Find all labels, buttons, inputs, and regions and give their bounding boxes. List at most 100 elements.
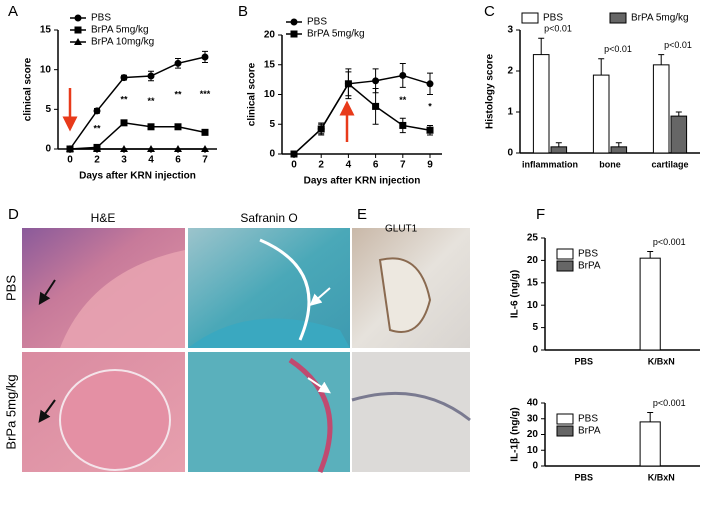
x-tick-label: PBS	[574, 356, 593, 366]
marker	[372, 77, 380, 85]
legend-label: PBS	[543, 13, 563, 24]
annotation: p<0.01	[604, 44, 632, 54]
y-tick-label: 10	[527, 445, 539, 456]
y-axis-label: IL-6 (ng/g)	[510, 270, 521, 318]
y-tick-label: 5	[45, 104, 51, 115]
y-tick-label: 5	[532, 322, 538, 333]
x-tick-label: 0	[67, 155, 73, 166]
x-tick-label: 0	[291, 160, 297, 171]
bar	[670, 115, 688, 154]
legend-label: PBS	[578, 414, 598, 425]
legend-swatch	[556, 425, 574, 437]
panel-letter: C	[484, 3, 495, 20]
error-bar	[615, 142, 622, 147]
marker	[317, 125, 325, 133]
annotation: **	[93, 124, 101, 134]
y-tick-label: 15	[40, 25, 52, 36]
micrographs: D H&E Safranin O E GLUT1 PBS BrPa 5mg/kg	[3, 206, 471, 473]
bar	[639, 421, 661, 467]
marker	[147, 123, 155, 131]
x-axis-label: Days after KRN injection	[79, 171, 196, 182]
marker	[344, 80, 352, 88]
legend-label: PBS	[91, 13, 111, 24]
bar	[592, 74, 610, 154]
legend-label: BrPA 5mg/kg	[307, 29, 365, 40]
marker	[74, 14, 82, 22]
marker	[201, 53, 209, 61]
arrow	[38, 279, 56, 306]
legend-swatch	[521, 12, 539, 24]
y-tick-label: 10	[40, 64, 52, 75]
marker	[174, 123, 182, 131]
row-label: PBS	[3, 275, 18, 301]
marker	[93, 107, 101, 115]
annotation: p<0.001	[653, 398, 686, 408]
annotation: **	[174, 89, 182, 99]
y-tick-label: 2	[507, 66, 513, 77]
panel-letter: A	[8, 3, 18, 20]
marker	[74, 38, 82, 45]
legend-label: BrPA 10mg/kg	[91, 37, 154, 48]
marker	[120, 74, 128, 82]
x-tick-label: K/BxN	[648, 472, 675, 482]
x-tick-label: 3	[121, 155, 127, 166]
y-tick-label: 15	[264, 59, 276, 70]
marker	[372, 102, 380, 110]
panel-letter: F	[536, 206, 545, 223]
legend-label: BrPA 5mg/kg	[631, 13, 689, 24]
marker	[174, 59, 182, 67]
bar	[550, 146, 568, 154]
marker	[426, 80, 434, 88]
arrow	[307, 377, 331, 394]
safranin-stain	[288, 357, 333, 473]
marker	[66, 145, 74, 152]
x-tick-label: 6	[373, 160, 379, 171]
y-tick-label: 0	[507, 148, 513, 159]
marker	[290, 150, 298, 158]
y-tick-label: 20	[527, 255, 539, 266]
y-axis-label: clinical score	[247, 62, 258, 126]
error-bar	[538, 37, 545, 55]
x-axis-label: Days after KRN injection	[304, 176, 421, 187]
y-tick-label: 15	[527, 277, 539, 288]
legend-label: BrPA	[578, 261, 601, 272]
error-bar	[555, 142, 562, 147]
marker	[147, 145, 155, 152]
y-tick-label: 40	[527, 398, 539, 409]
marker	[290, 18, 298, 26]
x-tick-label: 2	[94, 155, 100, 166]
y-tick-label: 20	[527, 429, 539, 440]
legend-swatch	[609, 12, 627, 24]
x-tick-label: bone	[599, 159, 621, 169]
annotation: p<0.001	[653, 237, 686, 247]
panel-letter: E	[357, 206, 367, 223]
bar	[532, 54, 550, 154]
legend-label: BrPA 5mg/kg	[91, 25, 149, 36]
column-label: H&E	[91, 211, 116, 225]
y-axis-label: clinical score	[23, 57, 34, 121]
y-tick-label: 25	[527, 233, 539, 244]
x-tick-label: K/BxN	[648, 356, 675, 366]
marker	[74, 26, 82, 34]
safranin-tissue	[188, 318, 350, 348]
x-tick-label: 9	[427, 160, 433, 171]
safranin-gap	[259, 238, 311, 341]
marker	[120, 145, 128, 152]
annotation: p<0.01	[664, 40, 692, 50]
x-tick-label: 7	[202, 155, 208, 166]
y-axis-label: Histology score	[485, 54, 496, 129]
bar	[639, 257, 661, 351]
bar	[610, 146, 628, 154]
x-tick-label: 4	[148, 155, 154, 166]
x-tick-label: PBS	[574, 472, 593, 482]
y-tick-label: 1	[507, 107, 513, 118]
marker	[120, 119, 128, 127]
column-label: GLUT1	[385, 224, 418, 235]
marker	[201, 128, 209, 136]
marker	[93, 145, 101, 152]
row-label: BrPa 5mg/kg	[3, 374, 18, 449]
panel-letter: D	[8, 206, 19, 223]
series-line	[293, 82, 431, 155]
x-tick-label: inflammation	[522, 159, 578, 169]
